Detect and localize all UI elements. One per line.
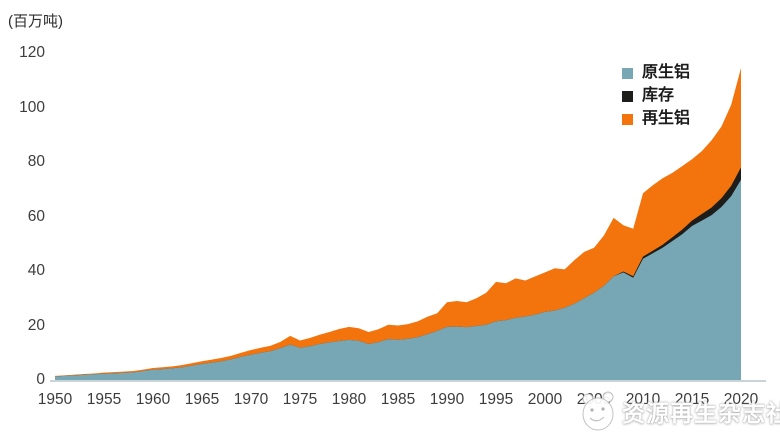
mascot-logo-icon — [582, 391, 614, 431]
y-tick-60: 60 — [27, 207, 45, 225]
legend-label-stock: 库存 — [642, 87, 675, 104]
x-tick-1970: 1970 — [233, 391, 269, 408]
area-recycled-aluminum — [55, 68, 741, 380]
x-tick-2010: 2010 — [625, 391, 661, 408]
y-tick-100: 100 — [19, 98, 45, 116]
legend-item-stock: 库存 — [622, 87, 690, 105]
x-tick-1965: 1965 — [184, 391, 220, 408]
legend-swatch-stock-icon — [622, 90, 633, 102]
x-tick-1990: 1990 — [429, 391, 465, 408]
x-tick-2020: 2020 — [723, 391, 759, 408]
y-tick-0: 0 — [36, 371, 45, 388]
legend-item-recycled-aluminum: 再生铝 — [622, 110, 690, 128]
legend-item-primary-aluminum: 原生铝 — [622, 64, 690, 82]
legend-swatch-primary-aluminum-icon — [622, 67, 633, 79]
y-tick-120: 120 — [19, 44, 45, 61]
x-tick-2015: 2015 — [674, 391, 710, 408]
x-tick-1950: 1950 — [37, 391, 73, 408]
legend-swatch-recycled-aluminum-icon — [622, 113, 633, 125]
y-tick-80: 80 — [27, 153, 45, 170]
x-tick-1980: 1980 — [331, 391, 367, 408]
area-primary-aluminum — [55, 179, 741, 380]
y-tick-40: 40 — [27, 262, 45, 279]
x-tick-1995: 1995 — [478, 391, 514, 408]
y-axis-unit-label: (百万吨) — [8, 13, 63, 30]
legend-label-primary-aluminum: 原生铝 — [642, 64, 691, 81]
legend-label-recycled-aluminum: 再生铝 — [642, 110, 691, 127]
watermark: 资源再生杂志社 — [578, 388, 780, 434]
chart-legend: 原生铝 库存 再生铝 — [622, 64, 690, 128]
x-tick-1955: 1955 — [86, 391, 122, 408]
y-tick-20: 20 — [27, 316, 45, 334]
x-tick-1985: 1985 — [380, 391, 416, 408]
x-tick-2000: 2000 — [527, 391, 563, 408]
x-axis-line — [50, 380, 766, 382]
x-tick-1975: 1975 — [282, 391, 318, 408]
x-tick-1960: 1960 — [135, 391, 171, 408]
watermark-text: 资源再生杂志社 — [622, 400, 780, 426]
